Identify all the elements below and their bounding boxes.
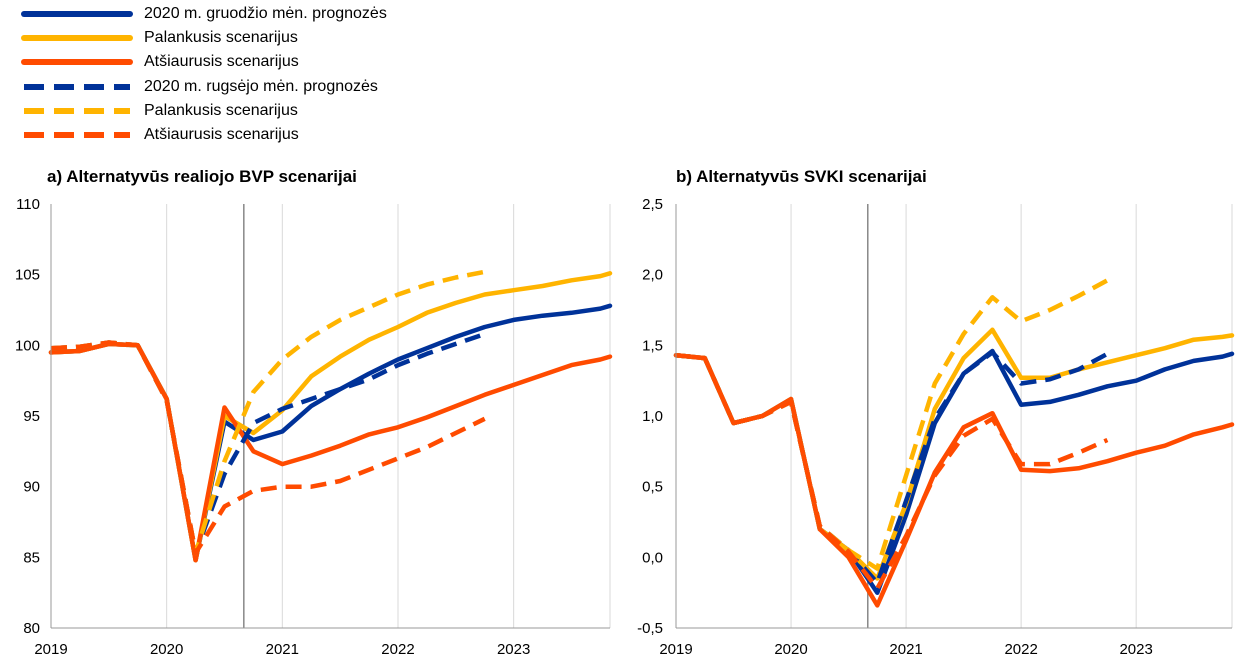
y-tick-label: 90 xyxy=(23,479,40,496)
legend-swatch xyxy=(21,11,133,18)
x-tick-label: 2019 xyxy=(659,641,692,658)
x-tick-label: 2023 xyxy=(497,641,530,658)
legend: 2020 m. gruodžio mėn. prognozės Palankusi… xyxy=(18,2,387,147)
chart-b-plot: 2019 2020 2021 2022 2023 -0,5 0,0 0,5 1,0 1,5 2,0 2… xyxy=(637,196,1235,658)
y-tick-label: 85 xyxy=(23,549,40,566)
legend-label: 2020 m. gruodžio mėn. prognozės xyxy=(144,5,387,23)
x-tick-label: 2022 xyxy=(381,641,414,658)
legend-label: Atšiaurusis scenarijus xyxy=(144,126,299,144)
y-tick-label: 100 xyxy=(15,337,40,354)
legend-swatch xyxy=(24,132,130,139)
legend-label: 2020 m. rugsėjo mėn. prognozės xyxy=(144,77,378,95)
series-line-dashed xyxy=(50,340,486,556)
y-tick-label: 95 xyxy=(23,408,40,425)
y-tick-label: 1,5 xyxy=(642,337,663,354)
y-tick-label: 2,5 xyxy=(642,196,663,213)
x-tick-label: 2022 xyxy=(1004,641,1037,658)
y-tick-label: 1,0 xyxy=(642,408,663,425)
x-tick-label: 2023 xyxy=(1119,641,1152,658)
y-tick-label: 2,0 xyxy=(642,267,663,284)
legend-label: Palankusis scenarijus xyxy=(144,29,298,47)
y-tick-label: 80 xyxy=(23,620,40,637)
y-tick-label: 105 xyxy=(15,267,40,284)
legend-swatch xyxy=(21,35,133,42)
y-tick-label: 110 xyxy=(16,196,40,213)
legend-item: 2020 m. gruodžio mėn. prognozės xyxy=(18,2,387,26)
y-tick-label: 0,0 xyxy=(642,549,663,566)
chart-a-plot: 2019 2020 2021 2022 2023 80 85 90 95 100 105 110 xyxy=(15,196,613,658)
legend-item: 2020 m. rugsėjo mėn. prognozės xyxy=(18,75,387,99)
y-tick-label: 0,5 xyxy=(642,479,663,496)
series-line-dashed xyxy=(675,352,1109,591)
legend-label: Atšiaurusis scenarijus xyxy=(144,53,299,71)
series-line-solid xyxy=(48,341,613,563)
y-tick-label: -0,5 xyxy=(637,620,663,637)
x-tick-label: 2020 xyxy=(774,641,807,658)
series-line-dashed xyxy=(50,331,486,556)
legend-swatch xyxy=(21,59,133,66)
series-line-solid xyxy=(673,327,1235,581)
series-line-dashed xyxy=(675,350,1109,586)
x-tick-label: 2020 xyxy=(150,641,183,658)
chart-b-title: b) Alternatyvūs SVKI scenarijai xyxy=(676,167,927,186)
legend-label: Palankusis scenarijus xyxy=(144,101,298,119)
legend-swatch xyxy=(24,107,130,114)
legend-item: Palankusis scenarijus xyxy=(18,26,387,50)
legend-swatch xyxy=(24,83,130,90)
chart-a-title: a) Alternatyvūs realiojo BVP scenarijai xyxy=(47,167,357,186)
x-tick-label: 2019 xyxy=(34,641,67,658)
x-tick-label: 2021 xyxy=(889,641,922,658)
series-line-dashed xyxy=(675,278,1109,571)
x-tick-label: 2021 xyxy=(266,641,299,658)
legend-item: Atšiaurusis scenarijus xyxy=(18,50,387,74)
legend-item: Palankusis scenarijus xyxy=(18,99,387,123)
legend-item: Atšiaurusis scenarijus xyxy=(18,123,387,147)
